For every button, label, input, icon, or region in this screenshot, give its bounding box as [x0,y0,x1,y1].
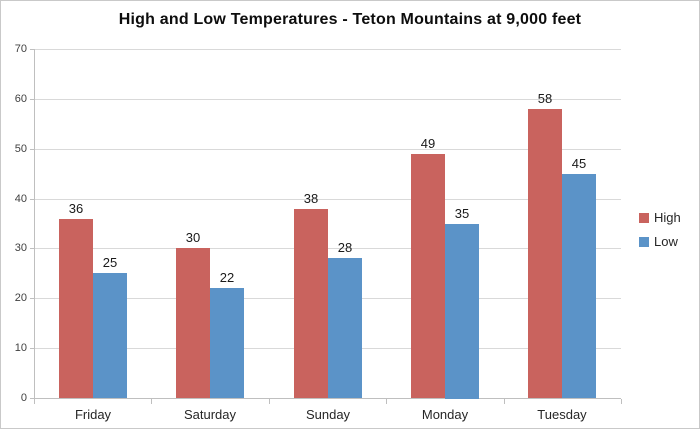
bar-value-label: 38 [303,191,319,206]
y-axis-tick [30,199,34,200]
y-axis-tick [30,248,34,249]
legend-item-high: High [639,210,681,225]
legend-swatch-low [639,237,649,247]
x-axis-tick [504,399,505,404]
bar-high [294,209,328,398]
y-tick-label: 30 [14,242,27,254]
gridline [35,199,621,200]
y-axis-tick [30,149,34,150]
y-axis-tick [30,49,34,50]
x-tick-label: Friday [74,407,112,422]
y-axis-tick [30,99,34,100]
chart-title: High and Low Temperatures - Teton Mounta… [118,11,582,28]
legend: High Low [639,210,681,249]
x-axis-tick [621,399,622,404]
y-tick-label: 0 [20,392,27,404]
y-tick-label: 50 [14,143,27,155]
gridline [35,99,621,100]
gridline [35,49,621,50]
x-tick-label: Sunday [305,407,351,422]
bar-high [411,154,445,398]
bar-value-label: 25 [102,255,118,270]
x-tick-label: Saturday [183,407,237,422]
bar-value-label: 58 [537,91,553,106]
gridline [35,149,621,150]
legend-item-low: Low [639,234,681,249]
y-axis-tick [30,398,34,399]
x-axis-tick [269,399,270,404]
legend-swatch-high [639,213,649,223]
x-tick-label: Tuesday [537,407,587,422]
bar-low [562,174,596,398]
legend-label: Low [654,234,678,249]
y-tick-label: 60 [14,93,27,105]
bar-low [93,273,127,398]
y-tick-label: 10 [14,342,27,354]
bar-high [59,219,93,398]
gridline [35,248,621,249]
bar-value-label: 22 [219,270,235,285]
y-tick-label: 70 [14,43,27,55]
y-tick-label: 20 [14,292,27,304]
bar-low [445,224,479,399]
legend-label: High [654,210,681,225]
y-axis-line [34,49,35,398]
bar-value-label: 35 [454,206,470,221]
x-axis-tick [386,399,387,404]
bar-value-label: 36 [68,201,84,216]
x-axis-line [34,398,621,399]
bar-value-label: 30 [185,230,201,245]
bar-low [210,288,244,398]
y-axis-tick [30,298,34,299]
bar-high [176,248,210,398]
bar-value-label: 45 [571,156,587,171]
bar-high [528,109,562,398]
y-tick-label: 40 [14,193,27,205]
bar-low [328,258,362,398]
x-axis-tick [151,399,152,404]
x-tick-label: Monday [421,407,469,422]
bar-value-label: 49 [420,136,436,151]
bar-value-label: 28 [337,240,353,255]
y-axis-tick [30,348,34,349]
x-axis-tick [34,399,35,404]
